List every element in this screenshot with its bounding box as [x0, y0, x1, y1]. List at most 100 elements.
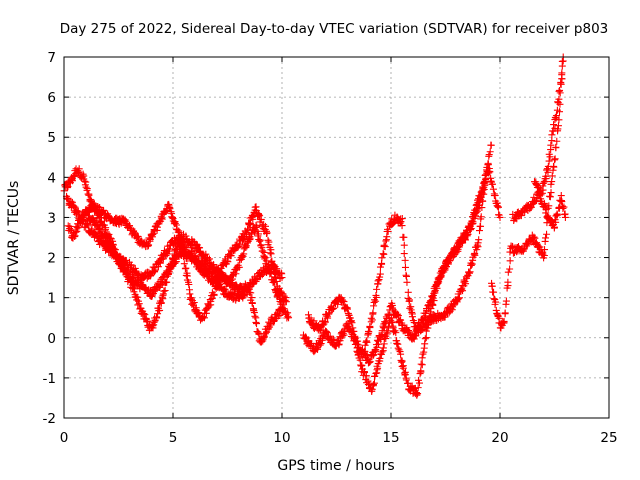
grid — [64, 57, 609, 418]
data-point — [316, 341, 324, 349]
data-point — [365, 328, 373, 336]
data-point — [394, 310, 402, 318]
data-point — [376, 354, 384, 362]
data-point — [180, 260, 188, 268]
data-point — [473, 246, 481, 254]
data-point — [403, 278, 411, 286]
data-point — [418, 324, 426, 332]
data-point — [248, 299, 256, 307]
data-point — [175, 229, 183, 237]
data-point — [402, 376, 410, 384]
data-point — [238, 252, 246, 260]
data-point — [247, 219, 255, 227]
data-point — [83, 208, 91, 216]
data-point — [365, 358, 373, 366]
data-point — [397, 356, 405, 364]
data-point — [415, 379, 423, 387]
y-tick-label: 7 — [47, 50, 56, 66]
data-point — [398, 222, 406, 230]
data-point — [561, 213, 569, 221]
data-point — [210, 290, 218, 298]
data-point — [265, 238, 273, 246]
data-point — [446, 256, 454, 264]
data-point — [401, 256, 409, 264]
data-point — [541, 246, 549, 254]
data-point — [500, 319, 508, 327]
data-point — [405, 296, 413, 304]
data-point — [121, 216, 129, 224]
y-tick-label: 5 — [47, 130, 56, 146]
data-point — [261, 254, 269, 262]
data-point — [462, 273, 470, 281]
data-point — [433, 278, 441, 286]
data-point — [394, 312, 402, 320]
data-point — [266, 249, 274, 257]
data-point — [82, 183, 90, 191]
data-point — [560, 203, 568, 211]
data-point — [467, 261, 475, 269]
data-point — [202, 250, 210, 258]
data-point — [548, 178, 556, 186]
data-point — [71, 232, 79, 240]
data-point — [335, 340, 343, 348]
data-point — [542, 175, 550, 183]
data-point — [490, 295, 498, 303]
data-point — [397, 218, 405, 226]
data-point — [467, 225, 475, 233]
data-point — [531, 234, 539, 242]
data-point — [171, 219, 179, 227]
data-point — [255, 235, 263, 243]
data-point — [202, 309, 210, 317]
data-point — [428, 293, 436, 301]
data-point — [330, 304, 338, 312]
data-point — [267, 321, 275, 329]
y-tick-label: -1 — [43, 371, 56, 387]
data-point — [421, 340, 429, 348]
data-point — [156, 306, 164, 314]
data-point — [85, 191, 93, 199]
data-point — [430, 297, 438, 305]
data-point — [417, 360, 425, 368]
y-tick-label: 6 — [47, 90, 56, 106]
data-point — [267, 250, 275, 258]
data-point — [354, 350, 362, 358]
data-point — [533, 239, 541, 247]
y-axis-label: SDTVAR / TECUs — [6, 181, 22, 296]
data-point — [404, 288, 412, 296]
data-point — [399, 364, 407, 372]
data-point — [527, 203, 535, 211]
data-point — [404, 294, 412, 302]
data-point — [376, 270, 384, 278]
data-point — [557, 80, 565, 88]
data-point — [539, 186, 547, 194]
data-point — [282, 298, 290, 306]
data-point — [245, 285, 253, 293]
y-tick-label: 2 — [47, 251, 56, 267]
data-point — [158, 293, 166, 301]
data-point — [358, 361, 366, 369]
data-point — [464, 230, 472, 238]
data-point — [530, 233, 538, 241]
data-point — [166, 205, 174, 213]
data-point — [263, 229, 271, 237]
data-point — [433, 284, 441, 292]
data-point — [408, 313, 416, 321]
data-point — [400, 241, 408, 249]
data-point — [256, 237, 264, 245]
data-point — [424, 321, 432, 329]
data-point — [546, 153, 554, 161]
data-point — [504, 278, 512, 286]
data-point — [550, 121, 558, 129]
data-point — [484, 159, 492, 167]
y-tick-label: 1 — [47, 291, 56, 307]
data-point — [490, 288, 498, 296]
data-point — [378, 348, 386, 356]
data-point — [268, 257, 276, 265]
data-point — [494, 203, 502, 211]
data-point — [256, 236, 264, 244]
data-point — [487, 141, 495, 149]
data-point — [278, 288, 286, 296]
data-point — [322, 328, 330, 336]
data-point — [127, 262, 135, 270]
data-point — [559, 205, 567, 213]
